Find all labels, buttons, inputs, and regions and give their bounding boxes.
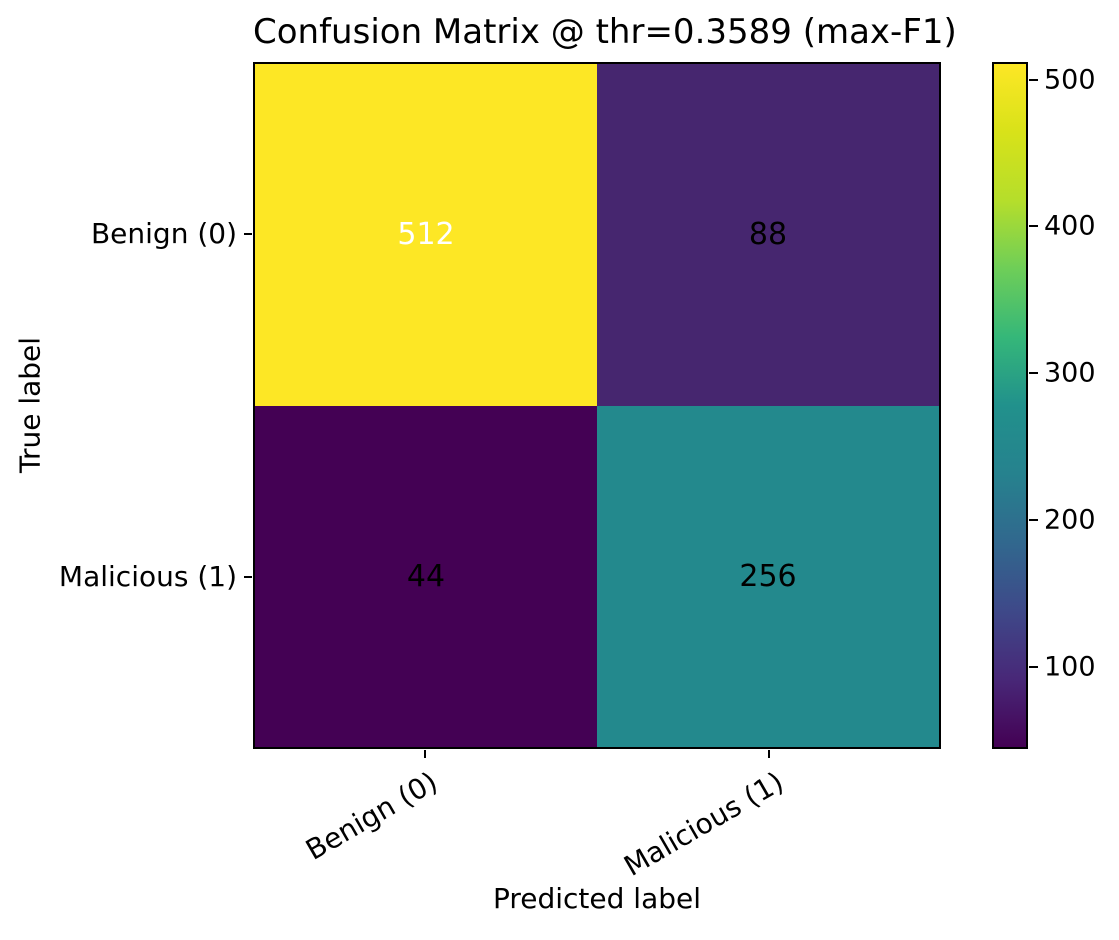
cell-false-positive: 88 xyxy=(597,64,939,406)
colorbar-tick-label: 400 xyxy=(1044,210,1096,242)
x-tick-label-benign: Benign (0) xyxy=(300,765,443,867)
colorbar-tick-label: 500 xyxy=(1044,64,1096,96)
cell-true-positive: 256 xyxy=(597,405,939,747)
colorbar-tick-label: 100 xyxy=(1044,651,1096,683)
y-tick-label-benign: Benign (0) xyxy=(90,217,237,250)
colorbar-tick-mark xyxy=(1029,79,1038,81)
heatmap-grid: 512 88 44 256 xyxy=(253,62,941,749)
cell-value: 512 xyxy=(397,217,455,253)
chart-title: Confusion Matrix @ thr=0.3589 (max-F1) xyxy=(253,12,957,52)
cell-false-negative: 44 xyxy=(255,405,597,747)
colorbar-tick-label: 200 xyxy=(1044,504,1096,536)
x-tick-mark-malicious xyxy=(768,750,770,758)
cell-value: 44 xyxy=(406,558,446,594)
y-tick-mark-benign xyxy=(244,233,252,235)
colorbar xyxy=(992,62,1028,749)
cell-true-negative: 512 xyxy=(255,64,597,406)
y-axis-label: True label xyxy=(13,336,47,474)
colorbar-tick-label: 300 xyxy=(1044,357,1096,389)
cell-value: 256 xyxy=(739,558,797,594)
x-tick-label-malicious: Malicious (1) xyxy=(618,765,789,883)
colorbar-tick-mark xyxy=(1029,519,1038,521)
x-axis-label: Predicted label xyxy=(492,882,702,915)
y-tick-mark-malicious xyxy=(244,576,252,578)
x-tick-mark-benign xyxy=(424,750,426,758)
colorbar-tick-mark xyxy=(1029,225,1038,227)
colorbar-tick-mark xyxy=(1029,372,1038,374)
colorbar-tick-mark xyxy=(1029,666,1038,668)
cell-value: 88 xyxy=(748,217,788,253)
y-tick-label-malicious: Malicious (1) xyxy=(58,560,237,593)
